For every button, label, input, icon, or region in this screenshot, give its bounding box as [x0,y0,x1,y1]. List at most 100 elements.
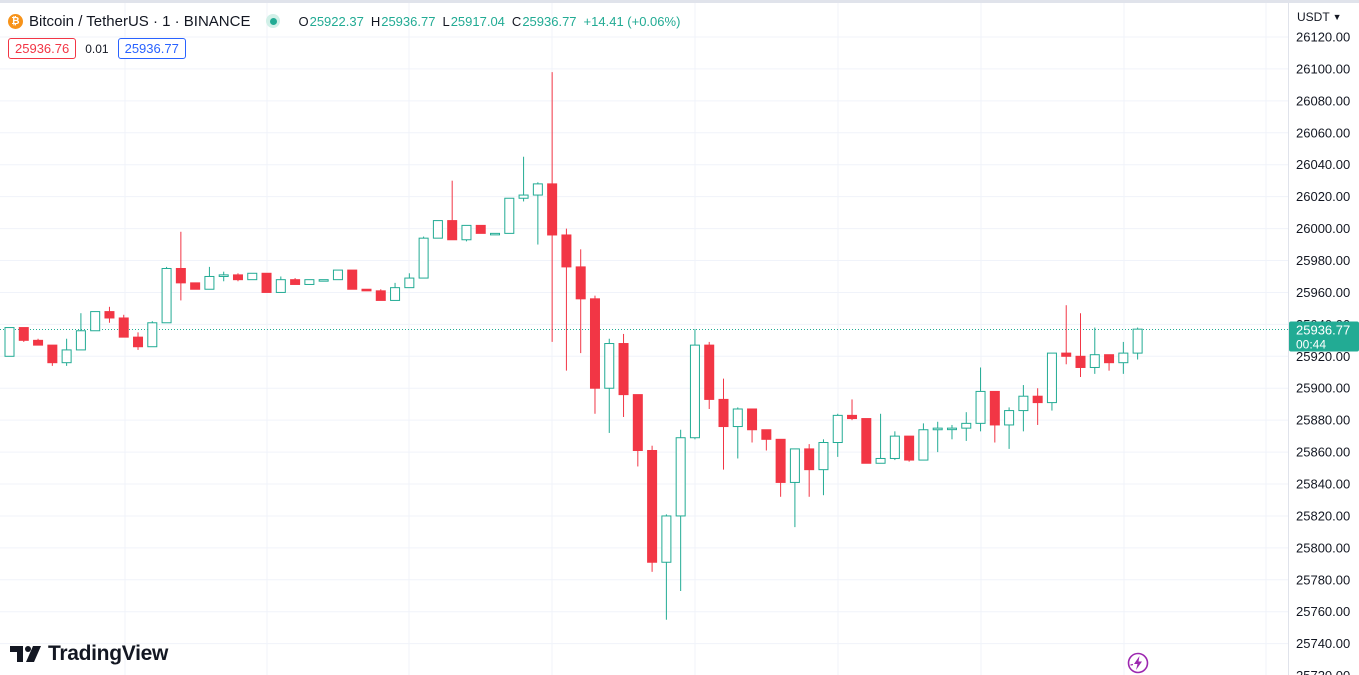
currency-label: USDT [1297,10,1330,24]
candle-body-24 [347,269,358,290]
tradingview-logo-icon [10,646,41,662]
change-value: +14.41 (+0.06%) [583,13,681,29]
candle-body-30 [432,220,443,239]
price-tick-label-17: 25780.00 [1296,572,1350,587]
high-label: H [370,13,381,29]
candle-body-23 [332,269,343,281]
candle-body-3 [47,344,58,364]
candle-body-2 [33,339,44,346]
sell-price-button[interactable]: 25936.76 [8,38,77,59]
candle-body-34 [490,232,501,236]
candle-body-49 [704,344,715,400]
candle-body-59 [847,414,858,420]
candle-body-75 [1075,355,1086,368]
candle-body-65 [932,427,943,431]
candle-body-29 [418,237,429,279]
candle-body-21 [304,279,315,285]
spread-value: 0.01 [85,41,109,56]
close-label: C [511,13,522,29]
candle-body-67 [961,422,972,429]
current-price-tag-bg [1289,321,1359,352]
candle-body-56 [804,448,815,471]
price-axis-ticks[interactable]: 26120.00 26100.00 26080.00 26060.00 26040.00… [1296,30,1350,675]
candle-body-25 [361,288,372,292]
candle-body-39 [561,234,572,268]
candle-body-58 [832,414,843,444]
candle-body-18 [261,272,272,293]
currency-selector[interactable]: USDT ▼ [1297,10,1342,24]
candle-body-78 [1118,352,1129,364]
candle-body-42 [604,343,615,389]
candle-body-20 [290,279,301,285]
candle-body-33 [475,224,486,234]
bitcoin-coin-icon: ₿ [8,13,23,29]
price-tick-label-15: 25820.00 [1296,508,1350,523]
candle-body-14 [204,275,215,290]
candle-body-0 [4,327,15,357]
low-label: L [442,13,450,29]
candle-body-27 [390,287,401,301]
candle-body-1 [18,327,29,341]
lightning-icon[interactable] [1127,652,1149,674]
candle-body-44 [632,394,643,451]
price-tick-label-16: 25800.00 [1296,540,1350,555]
candle-body-43 [618,343,629,396]
candle-body-11 [161,267,172,324]
current-price-tag: 25936.77 00:44 [1289,321,1359,352]
candle-body-19 [275,279,286,293]
candle-body-32 [461,224,472,241]
price-tick-label-18: 25760.00 [1296,604,1350,619]
current-price-value: 25936.77 [1296,323,1350,338]
live-dot-icon [266,14,281,28]
candle-body-38 [547,183,558,236]
top-border [0,0,1359,3]
price-tick-label-19: 25740.00 [1296,636,1350,651]
candle-body-47 [675,437,686,517]
candle-body-51 [732,408,743,428]
candle-body-55 [789,448,800,483]
bid-ask-row: 25936.76 0.01 25936.77 [8,38,186,59]
chevron-down-icon: ▼ [1332,12,1342,22]
candle-body-35 [504,197,515,234]
candle-body-50 [718,398,729,428]
candle-body-70 [1004,410,1015,426]
price-tick-label-3: 26060.00 [1296,125,1350,140]
candle-body-72 [1032,395,1043,404]
candle-body-74 [1061,352,1072,357]
candle-body-17 [247,272,258,281]
price-tick-label-11: 25900.00 [1296,381,1350,396]
candle-body-37 [532,183,543,196]
high-value: 25936.77 [381,13,436,29]
candle-body-71 [1018,395,1029,412]
symbol-legend[interactable]: ₿ Bitcoin / TetherUS · 1 · BINANCE O 259… [8,11,687,31]
candle-body-41 [589,298,600,389]
price-tick-label-14: 25840.00 [1296,477,1350,492]
buy-price-button[interactable]: 25936.77 [117,38,186,59]
tradingview-logo[interactable]: TradingView [10,642,168,666]
candle-body-76 [1089,354,1100,368]
symbol-title[interactable]: Bitcoin / TetherUS · 1 · BINANCE [29,12,251,30]
candle-body-61 [875,457,886,464]
candle-body-63 [904,435,915,461]
candle-body-57 [818,442,829,471]
price-tick-label-20: 25720.00 [1296,668,1350,675]
candle-body-31 [447,220,458,241]
logo-text: TradingView [48,642,169,665]
candle-body-54 [775,438,786,483]
candle-body-22 [318,279,329,282]
candle-body-64 [918,429,929,461]
candle-body-46 [661,515,672,563]
candle-body-36 [518,194,529,199]
price-tick-label-7: 25980.00 [1296,253,1350,268]
candle-body-62 [889,435,900,459]
candle-body-77 [1104,354,1115,364]
price-tick-label-4: 26040.00 [1296,157,1350,172]
price-tick-label-12: 25880.00 [1296,413,1350,428]
candle-body-48 [689,344,700,439]
candle-body-40 [575,266,586,300]
candle-body-13 [190,282,201,290]
candle-body-28 [404,277,415,289]
candle-body-7 [104,311,115,319]
candle-body-9 [133,336,144,348]
